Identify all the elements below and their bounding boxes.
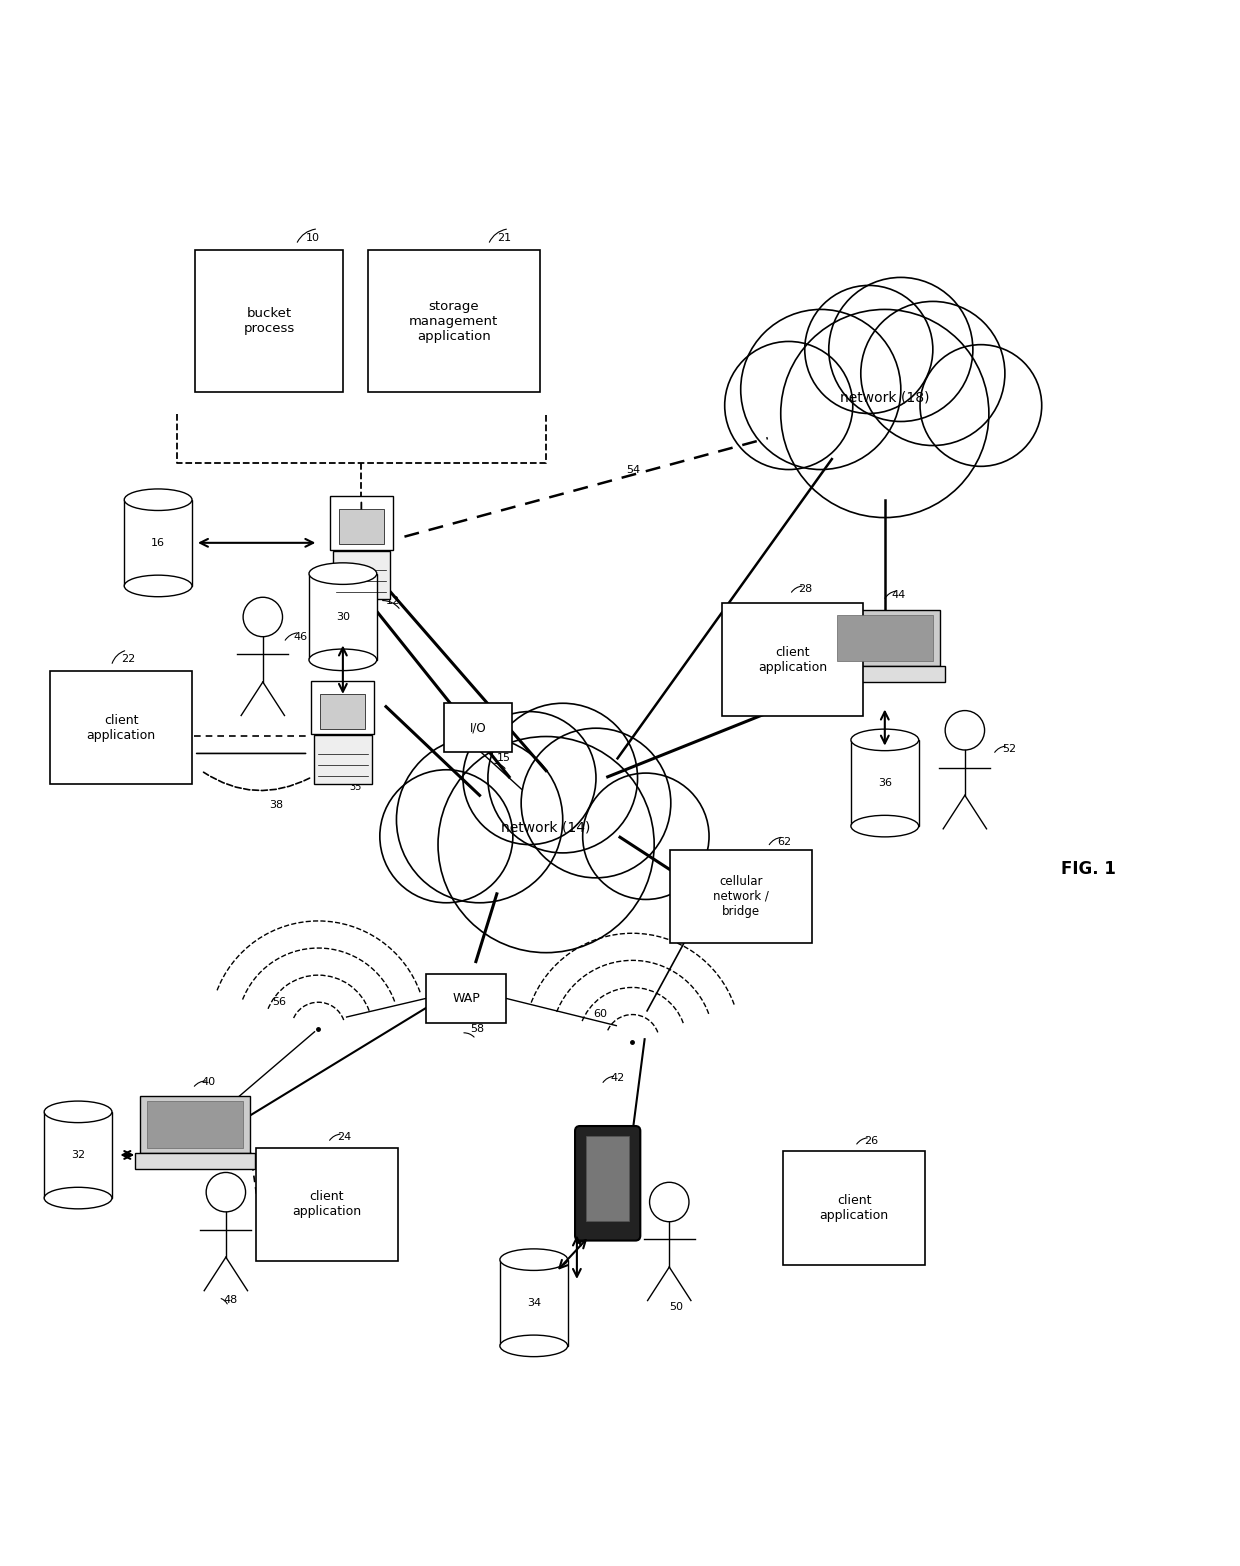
Text: client
application: client application [820,1193,889,1221]
Bar [320,694,366,728]
Text: 36: 36 [878,778,892,788]
Text: 42: 42 [610,1073,625,1084]
Circle shape [397,736,563,902]
Text: 58: 58 [470,1024,484,1034]
Text: bucket
process: bucket process [243,307,295,335]
Bar [722,603,863,717]
Text: 60: 60 [593,1009,606,1019]
Bar [500,1259,568,1345]
Text: 30: 30 [336,612,350,622]
Bar [330,496,393,550]
Bar [311,681,374,734]
Circle shape [724,341,853,470]
Circle shape [920,345,1042,467]
Text: FIG. 1: FIG. 1 [1060,860,1116,879]
Bar [51,670,192,785]
Bar [135,1153,255,1168]
Text: 16: 16 [151,537,165,548]
Ellipse shape [124,489,192,511]
Circle shape [487,703,637,853]
Text: 54: 54 [626,465,640,474]
Text: 52: 52 [1002,744,1016,755]
Bar [670,850,811,943]
Ellipse shape [309,562,377,584]
Text: WAP: WAP [453,991,480,1005]
Circle shape [463,711,596,844]
Text: 28: 28 [799,584,813,594]
Text: 22: 22 [122,655,135,664]
Text: 32: 32 [71,1149,86,1160]
Bar [784,1151,925,1265]
Bar [314,736,372,785]
Text: 40: 40 [201,1077,216,1087]
Bar [427,974,506,1023]
FancyBboxPatch shape [575,1126,640,1240]
Circle shape [828,277,973,421]
Bar [124,500,192,586]
Ellipse shape [500,1248,568,1270]
Text: client
application: client application [87,714,156,742]
Bar [851,739,919,827]
Bar [830,609,940,666]
Bar [367,251,539,392]
Text: 46: 46 [294,633,308,642]
Ellipse shape [851,730,919,750]
Circle shape [781,310,988,518]
Bar [45,1112,112,1198]
Bar [587,1135,629,1221]
Text: 38: 38 [269,800,283,810]
Text: 62: 62 [777,836,792,847]
Text: 21: 21 [497,233,511,243]
Text: 56: 56 [273,996,286,1007]
Ellipse shape [309,648,377,670]
Text: 44: 44 [892,590,905,600]
Text: client
application: client application [293,1190,361,1218]
Text: client
application: client application [758,645,827,673]
Text: network (14): network (14) [501,821,590,835]
Text: 35: 35 [348,783,361,792]
Bar [195,251,343,392]
Circle shape [243,597,283,637]
Circle shape [438,736,655,952]
Text: 10: 10 [306,233,320,243]
Ellipse shape [124,575,192,597]
Circle shape [740,310,900,470]
Ellipse shape [500,1336,568,1356]
Bar [140,1096,250,1153]
Text: cellular
network /
bridge: cellular network / bridge [713,875,769,918]
Text: I/O: I/O [470,720,486,734]
Text: 24: 24 [337,1132,351,1142]
Bar [825,666,945,683]
Text: 48: 48 [223,1295,238,1304]
Circle shape [861,301,1004,445]
Text: 12: 12 [386,597,401,606]
Text: storage
management
application: storage management application [409,299,498,343]
Bar [255,1148,398,1261]
Ellipse shape [45,1187,112,1209]
Circle shape [945,711,985,750]
Bar [837,615,932,661]
Bar [148,1101,243,1148]
Bar [309,573,377,659]
Ellipse shape [851,816,919,836]
Circle shape [650,1182,689,1221]
Bar [339,509,384,543]
Text: 15: 15 [497,753,511,763]
Circle shape [583,774,709,899]
Circle shape [379,770,513,902]
Text: network (18): network (18) [839,390,930,404]
Bar [332,551,391,600]
Text: 26: 26 [864,1135,878,1146]
Text: 50: 50 [670,1303,683,1312]
Ellipse shape [45,1101,112,1123]
Bar [444,703,512,752]
Circle shape [206,1173,246,1212]
Circle shape [521,728,671,879]
Circle shape [805,285,932,413]
Text: 34: 34 [527,1298,541,1308]
